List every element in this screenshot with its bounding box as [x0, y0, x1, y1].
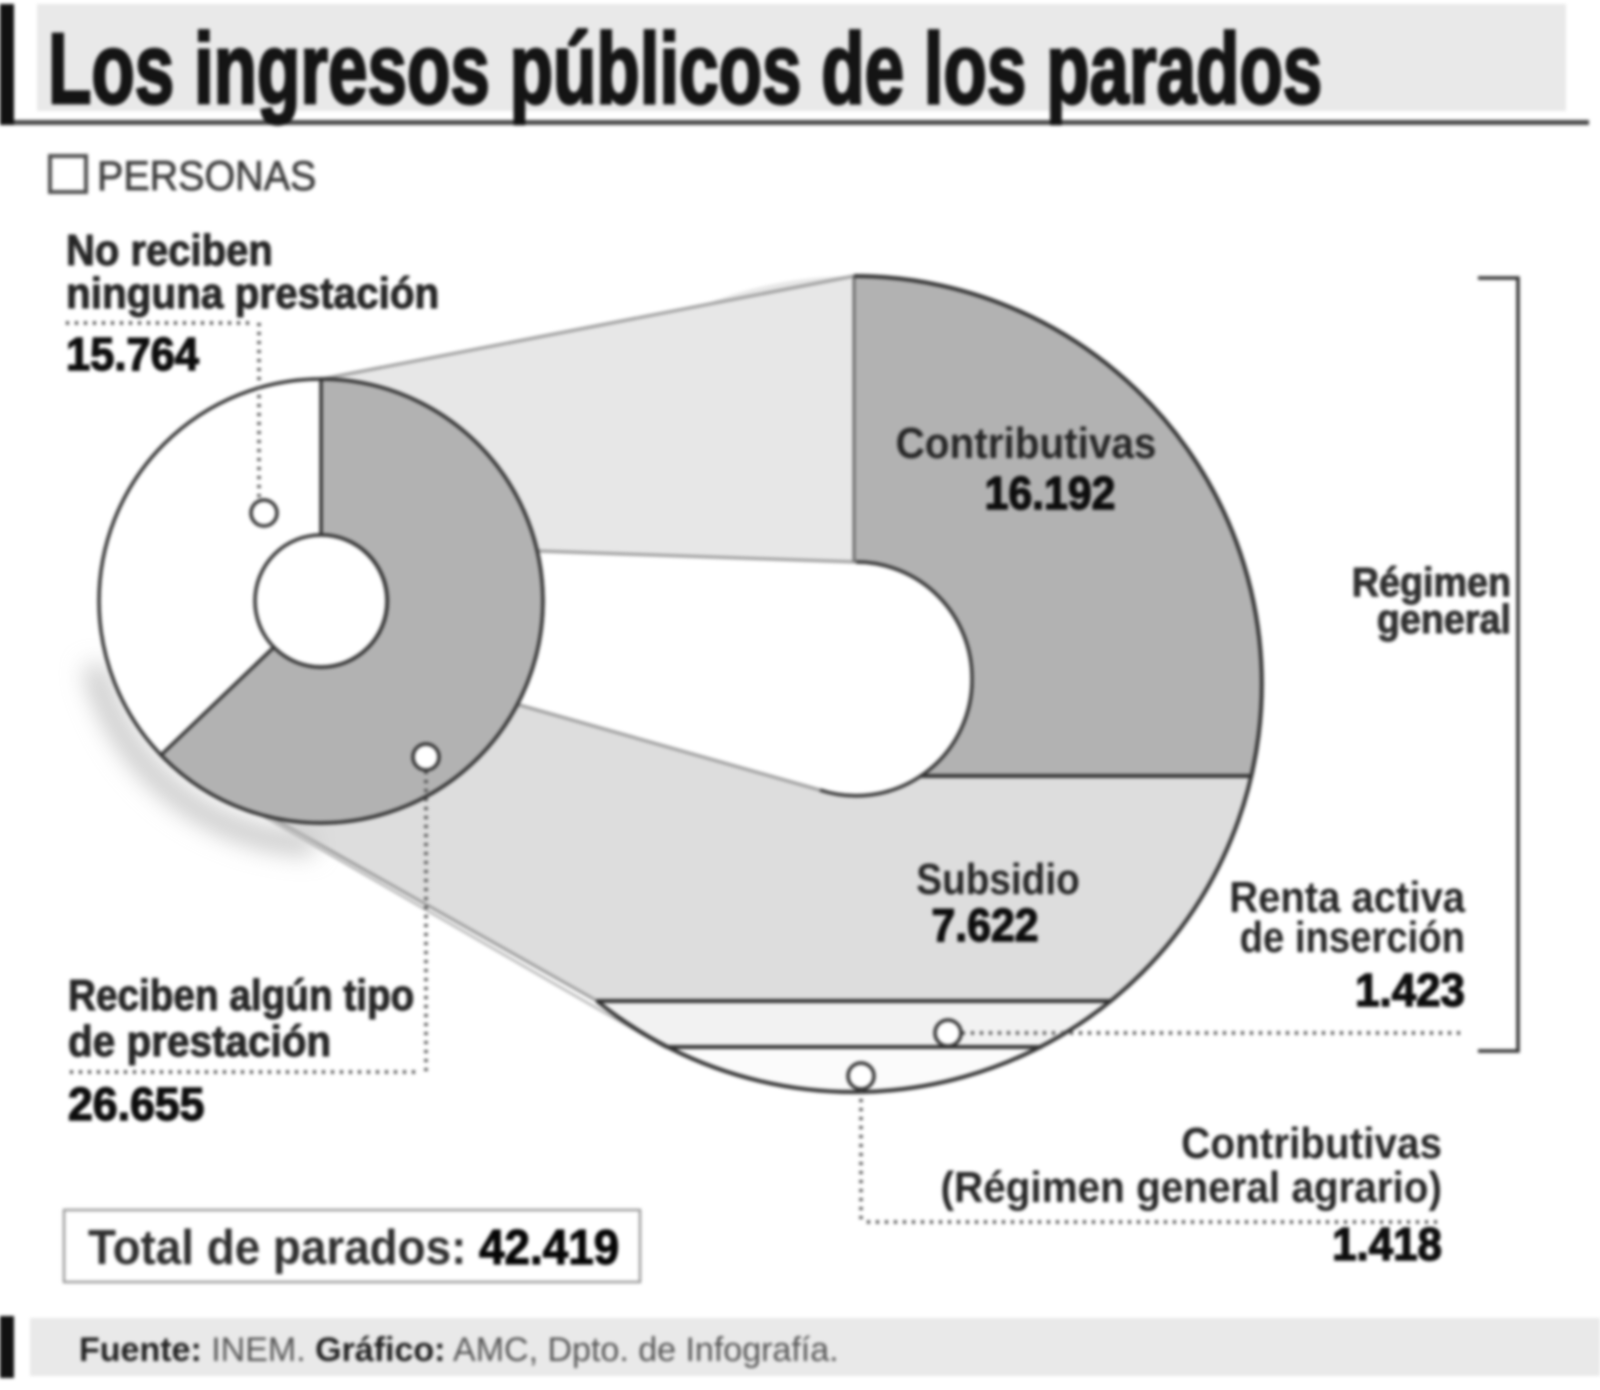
svg-text:Contributivas: Contributivas [896, 418, 1157, 467]
svg-text:16.192: 16.192 [985, 469, 1116, 520]
svg-text:7.622: 7.622 [931, 901, 1038, 952]
svg-text:Renta activa: Renta activa [1229, 872, 1465, 921]
svg-text:ninguna prestación: ninguna prestación [66, 268, 439, 317]
svg-text:de prestación: de prestación [68, 1016, 331, 1065]
svg-text:de inserción: de inserción [1240, 913, 1465, 962]
svg-text:Fuente: INEM. Gráfico: AMC, Dp: Fuente: INEM. Gráfico: AMC, Dpto. de Inf… [79, 1331, 839, 1369]
svg-text:Reciben algún tipo: Reciben algún tipo [68, 970, 414, 1020]
svg-text:Total de parados: 42.419: Total de parados: 42.419 [88, 1221, 619, 1276]
svg-text:(Régimen general agrario): (Régimen general agrario) [940, 1162, 1442, 1211]
svg-text:Subsidio: Subsidio [916, 854, 1079, 904]
svg-text:general: general [1377, 597, 1511, 643]
svg-text:15.764: 15.764 [66, 329, 199, 380]
svg-text:26.655: 26.655 [68, 1078, 204, 1130]
svg-text:1.423: 1.423 [1355, 964, 1465, 1016]
svg-text:Contributivas: Contributivas [1181, 1118, 1442, 1167]
svg-text:Los ingresos públicos de los p: Los ingresos públicos de los parados [48, 13, 1322, 125]
svg-text:No reciben: No reciben [66, 225, 273, 274]
svg-text:Régimen: Régimen [1352, 560, 1511, 606]
svg-text:PERSONAS: PERSONAS [97, 152, 316, 199]
svg-text:1.418: 1.418 [1332, 1218, 1442, 1270]
